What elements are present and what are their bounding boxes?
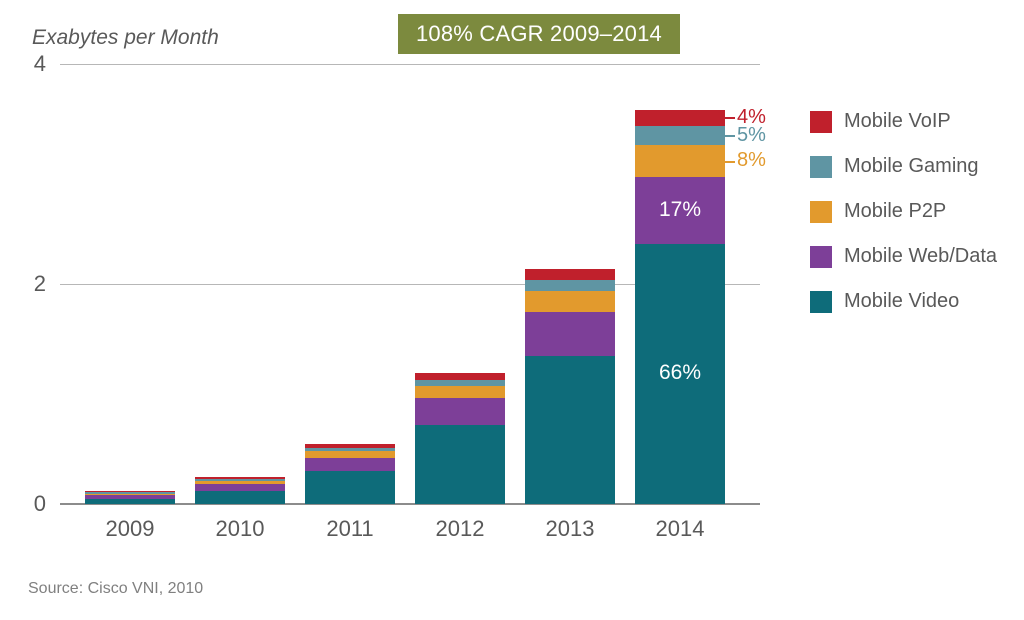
bar-group xyxy=(415,64,505,504)
legend-swatch xyxy=(810,201,832,223)
bar-segment-gaming xyxy=(195,479,285,481)
bar-group xyxy=(85,64,175,504)
side-annotation: 8% xyxy=(737,149,766,172)
x-tick-label: 2010 xyxy=(216,516,265,542)
bar-segment-video xyxy=(415,425,505,504)
side-annotation: 5% xyxy=(737,124,766,147)
legend-swatch xyxy=(810,156,832,178)
bar-segment-voip xyxy=(85,491,175,493)
bar-group xyxy=(195,64,285,504)
legend-item: Mobile Web/Data xyxy=(810,245,997,268)
bar-segment-video xyxy=(305,471,395,504)
x-tick-label: 2011 xyxy=(326,516,373,542)
legend-label: Mobile Gaming xyxy=(844,155,979,178)
legend-label: Mobile Video xyxy=(844,290,959,313)
bar-segment-web xyxy=(85,495,175,498)
legend-swatch xyxy=(810,291,832,313)
legend-item: Mobile VoIP xyxy=(810,110,997,133)
bar-segment-label: 66% xyxy=(635,361,725,385)
legend-swatch xyxy=(810,111,832,133)
legend-label: Mobile Web/Data xyxy=(844,245,997,268)
bar-segment-web xyxy=(415,398,505,424)
bar-segment-gaming xyxy=(85,492,175,493)
bar-segment-voip xyxy=(525,269,615,280)
bar-segment-p2p xyxy=(305,451,395,458)
x-tick-label: 2009 xyxy=(106,516,155,542)
legend-label: Mobile VoIP xyxy=(844,110,951,133)
bar-segment-p2p xyxy=(195,481,285,484)
bar-group: 66% 17% xyxy=(635,64,725,504)
plot-area: 0242009201020112012201366%17%20144%5%8% xyxy=(60,64,760,504)
x-tick-label: 2013 xyxy=(546,516,595,542)
legend-item: Mobile Gaming xyxy=(810,155,997,178)
bar-group xyxy=(305,64,395,504)
bar-group xyxy=(525,64,615,504)
bar-segment-gaming xyxy=(635,126,725,146)
y-tick-label: 2 xyxy=(16,271,46,297)
y-axis-title: Exabytes per Month xyxy=(32,26,219,50)
y-tick-label: 4 xyxy=(16,51,46,77)
legend-item: Mobile Video xyxy=(810,290,997,313)
bar-segment-voip xyxy=(195,477,285,479)
bar-segment-video xyxy=(525,356,615,505)
source-text: Source: Cisco VNI, 2010 xyxy=(28,580,203,598)
bar-segment-p2p xyxy=(635,145,725,177)
bar-segment-gaming xyxy=(305,448,395,451)
legend: Mobile VoIP Mobile Gaming Mobile P2P Mobile… xyxy=(810,110,997,335)
bar-segment-p2p xyxy=(415,386,505,398)
bar-segment-gaming xyxy=(415,380,505,387)
bar-segment-voip xyxy=(635,110,725,125)
bar-segment-gaming xyxy=(525,280,615,291)
bar-segment-web xyxy=(305,458,395,471)
bar-segment-label: 17% xyxy=(635,198,725,222)
bar-segment-p2p xyxy=(525,291,615,312)
legend-swatch xyxy=(810,246,832,268)
legend-item: Mobile P2P xyxy=(810,200,997,223)
chart-stage: Exabytes per Month 108% CAGR 2009–2014 0… xyxy=(0,0,1024,620)
bar-segment-video xyxy=(195,491,285,504)
bar-segment-web xyxy=(525,312,615,356)
bar-segment-voip xyxy=(415,373,505,380)
bar-segment-voip xyxy=(305,444,395,448)
x-tick-label: 2012 xyxy=(436,516,485,542)
y-tick-label: 0 xyxy=(16,491,46,517)
legend-label: Mobile P2P xyxy=(844,200,946,223)
bar-segment-web xyxy=(195,484,285,491)
cagr-badge: 108% CAGR 2009–2014 xyxy=(398,14,680,54)
bar-segment-p2p xyxy=(85,494,175,496)
x-tick-label: 2014 xyxy=(656,516,705,542)
bar-segment-video xyxy=(85,499,175,505)
